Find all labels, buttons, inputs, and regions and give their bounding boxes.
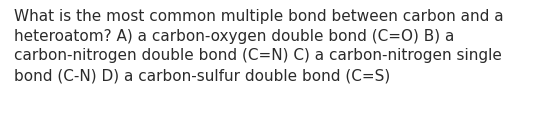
Text: What is the most common multiple bond between carbon and a
heteroatom? A) a carb: What is the most common multiple bond be… xyxy=(14,9,503,83)
